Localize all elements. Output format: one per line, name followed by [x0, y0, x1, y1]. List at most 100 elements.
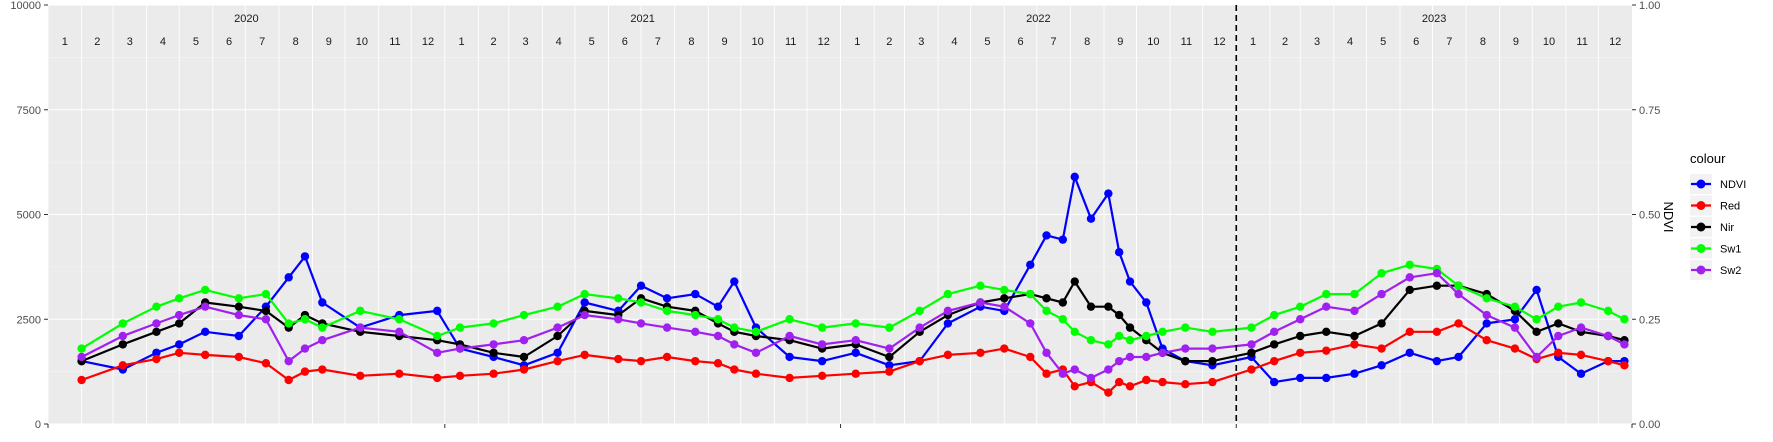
data-point-sw1	[1247, 323, 1256, 332]
data-point-ndvi	[580, 298, 589, 307]
series-group	[77, 172, 1629, 397]
data-point-red	[580, 350, 589, 360]
data-point-sw1	[174, 294, 184, 303]
data-point-nir	[1208, 356, 1217, 366]
data-point-sw1	[636, 298, 646, 307]
data-point-red	[489, 369, 498, 378]
data-point-ndvi	[636, 281, 646, 290]
right-tick-label: 0.00	[1639, 419, 1660, 431]
data-point-sw2	[1000, 302, 1009, 311]
data-point-red	[1070, 382, 1079, 391]
month-label: 7	[1446, 36, 1452, 48]
data-point-red	[261, 359, 271, 368]
data-point-sw2	[614, 315, 623, 324]
data-point-red	[662, 352, 672, 362]
month-label: 2	[886, 36, 892, 48]
data-point-nir	[1432, 281, 1442, 290]
month-label: 9	[1513, 36, 1519, 48]
data-point-sw1	[580, 289, 589, 299]
data-point-red	[1510, 344, 1520, 353]
data-point-red	[1322, 346, 1331, 355]
data-point-sw1	[455, 323, 465, 332]
month-label: 6	[226, 36, 232, 48]
data-point-nir	[519, 352, 529, 362]
month-label: 3	[523, 36, 529, 48]
month-label: 12	[1213, 36, 1225, 48]
data-point-red	[300, 367, 310, 376]
data-point-sw2	[730, 340, 739, 349]
data-point-sw1	[1270, 310, 1279, 320]
data-point-red	[691, 356, 700, 366]
data-point-sw2	[1603, 331, 1613, 341]
data-point-ndvi	[318, 298, 327, 307]
data-point-sw2	[1142, 352, 1151, 362]
data-point-red	[785, 373, 794, 383]
data-point-sw1	[730, 323, 739, 332]
data-point-red	[1603, 356, 1613, 366]
data-point-sw1	[1576, 298, 1586, 307]
data-point-sw2	[976, 298, 985, 307]
data-point-sw2	[851, 336, 860, 345]
data-point-sw1	[1603, 306, 1613, 316]
data-point-nir	[1270, 340, 1279, 349]
data-point-nir	[1350, 331, 1359, 341]
data-point-red	[455, 371, 465, 381]
month-label: 9	[326, 36, 332, 48]
data-point-sw2	[636, 319, 646, 328]
data-point-sw1	[1181, 323, 1190, 332]
data-point-ndvi	[1104, 189, 1113, 198]
data-point-nir	[1070, 277, 1079, 286]
data-point-sw2	[284, 356, 293, 366]
data-point-sw1	[1208, 327, 1217, 337]
legend-title: colour	[1690, 151, 1726, 166]
data-point-sw2	[1181, 344, 1190, 353]
data-point-sw2	[1058, 369, 1068, 378]
data-point-red	[1158, 377, 1167, 387]
data-point-sw2	[751, 348, 761, 357]
year-label: 2020	[234, 13, 258, 25]
data-point-sw1	[1070, 327, 1079, 337]
series-red	[77, 319, 1629, 397]
data-point-red	[201, 350, 210, 360]
legend-key-point	[1696, 179, 1706, 189]
data-point-red	[1208, 377, 1217, 387]
year-label: 2023	[1422, 13, 1446, 25]
data-point-nir	[152, 327, 161, 337]
data-point-sw1	[943, 289, 953, 299]
data-point-sw2	[118, 331, 128, 341]
month-label: 11	[1181, 36, 1192, 48]
data-point-ndvi	[553, 348, 562, 357]
data-point-sw2	[1432, 268, 1442, 278]
legend-label: Sw2	[1720, 265, 1741, 277]
legend-item: Red	[1690, 195, 1740, 216]
legend-item: Sw1	[1690, 238, 1741, 259]
data-point-ndvi	[1042, 231, 1051, 240]
data-point-ndvi	[1114, 248, 1124, 257]
data-point-sw1	[519, 310, 529, 320]
data-point-sw1	[1125, 336, 1135, 345]
month-label: 8	[1480, 36, 1486, 48]
data-point-sw1	[489, 319, 498, 328]
month-label: 10	[356, 36, 368, 48]
data-point-red	[1432, 327, 1442, 337]
data-point-sw2	[519, 336, 529, 345]
data-point-sw1	[284, 319, 293, 328]
month-label: 2	[491, 36, 497, 48]
data-point-sw1	[915, 306, 924, 316]
data-point-sw1	[713, 315, 723, 324]
data-point-sw1	[1058, 315, 1068, 324]
data-point-ndvi	[174, 340, 184, 349]
data-point-red	[519, 365, 529, 374]
data-point-sw2	[1125, 352, 1135, 362]
data-point-ndvi	[1070, 172, 1079, 181]
data-point-sw1	[1042, 306, 1051, 316]
series-sw2	[77, 268, 1629, 383]
data-point-sw1	[1142, 331, 1151, 341]
data-point-sw1	[1482, 294, 1491, 303]
month-label: 7	[655, 36, 661, 48]
month-label: 8	[293, 36, 299, 48]
data-point-red	[234, 352, 244, 362]
data-point-red	[976, 348, 985, 357]
left-tick-label: 10000	[10, 0, 41, 12]
data-point-sw2	[356, 323, 365, 332]
